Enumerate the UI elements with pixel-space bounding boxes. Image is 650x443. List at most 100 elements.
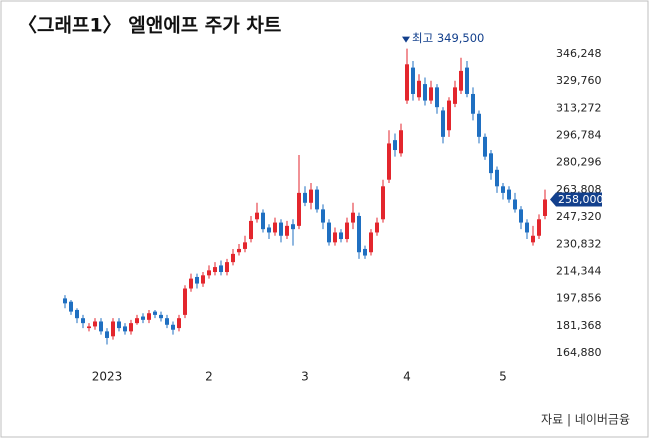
candle-body bbox=[201, 275, 205, 284]
x-tick-label: 2 bbox=[205, 370, 213, 384]
candle-body bbox=[405, 64, 409, 101]
candle-body bbox=[363, 248, 367, 256]
candle-body bbox=[429, 87, 433, 101]
candle-body bbox=[189, 278, 193, 289]
candle-body bbox=[129, 323, 133, 332]
candle-body bbox=[273, 222, 277, 233]
candle-body bbox=[501, 186, 505, 193]
candle-body bbox=[411, 67, 415, 94]
candle-body bbox=[63, 298, 67, 304]
x-tick-label: 3 bbox=[301, 370, 309, 384]
candle-body bbox=[345, 222, 349, 240]
y-tick-label: 181,368 bbox=[556, 319, 602, 332]
candle-body bbox=[453, 87, 457, 104]
candle-body bbox=[177, 318, 181, 329]
candle-body bbox=[327, 222, 331, 243]
candle-body bbox=[69, 301, 73, 312]
y-tick-label: 230,832 bbox=[556, 237, 602, 250]
candle-body bbox=[423, 84, 427, 101]
candle-body bbox=[141, 316, 145, 320]
y-tick-label: 313,272 bbox=[556, 101, 602, 114]
candle-body bbox=[237, 248, 241, 253]
candle-body bbox=[375, 222, 379, 233]
candle-body bbox=[297, 192, 301, 226]
candle-body bbox=[267, 227, 271, 233]
candle-body bbox=[81, 318, 85, 324]
peak-annotation: 최고 349,500 bbox=[412, 31, 484, 45]
candle-body bbox=[321, 209, 325, 223]
candle-body bbox=[231, 253, 235, 263]
chart-title: 〈그래프1〉 엘앤에프 주가 차트 bbox=[18, 14, 281, 37]
candle-body bbox=[333, 232, 337, 243]
candle-body bbox=[489, 153, 493, 174]
candle-body bbox=[219, 265, 223, 273]
y-tick-label: 247,320 bbox=[556, 210, 602, 223]
candle-body bbox=[471, 93, 475, 114]
candle-body bbox=[369, 232, 373, 253]
candle-body bbox=[513, 199, 517, 210]
candle-body bbox=[417, 80, 421, 98]
candle-body bbox=[279, 222, 283, 236]
candle-body bbox=[315, 189, 319, 210]
candle-body bbox=[159, 314, 163, 319]
candle-body bbox=[435, 87, 439, 108]
candle-body bbox=[519, 209, 523, 223]
x-tick-label: 2023 bbox=[92, 370, 123, 384]
peak-marker bbox=[402, 36, 410, 43]
candle-body bbox=[441, 110, 445, 137]
candle-body bbox=[339, 232, 343, 240]
candle-body bbox=[459, 70, 463, 91]
candle-body bbox=[213, 267, 217, 273]
candle-body bbox=[243, 242, 247, 249]
candle-body bbox=[483, 136, 487, 157]
candle-body bbox=[123, 326, 127, 332]
y-tick-label: 197,856 bbox=[556, 292, 602, 305]
candle-body bbox=[99, 321, 103, 332]
candle-body bbox=[135, 318, 139, 324]
candle-body bbox=[495, 169, 499, 187]
candle-body bbox=[447, 100, 451, 131]
candle-body bbox=[531, 235, 535, 243]
candle-body bbox=[183, 288, 187, 315]
y-tick-label: 346,248 bbox=[556, 47, 602, 60]
candle-body bbox=[303, 192, 307, 203]
candle-body bbox=[87, 326, 91, 329]
candle-body bbox=[75, 309, 79, 319]
candle-body bbox=[387, 143, 391, 180]
candle-body bbox=[93, 321, 97, 327]
candle-body bbox=[399, 130, 403, 154]
candle-body bbox=[207, 270, 211, 276]
current-tag bbox=[550, 192, 602, 207]
candle-body bbox=[477, 113, 481, 137]
candle-body bbox=[357, 215, 361, 253]
candle-body bbox=[225, 262, 229, 273]
candle-body bbox=[507, 189, 511, 200]
candle-body bbox=[111, 321, 115, 337]
candle-body bbox=[525, 222, 529, 233]
candle-body bbox=[393, 140, 397, 151]
candle-body bbox=[249, 220, 253, 240]
candle-body bbox=[147, 313, 151, 320]
x-tick-label: 5 bbox=[499, 370, 507, 384]
candle-body bbox=[381, 186, 385, 220]
y-tick-label: 164,880 bbox=[556, 346, 602, 359]
current-label: 258,000 bbox=[558, 193, 604, 206]
x-tick-label: 4 bbox=[403, 370, 411, 384]
y-tick-label: 329,760 bbox=[556, 74, 602, 87]
candle-body bbox=[351, 212, 355, 223]
y-tick-label: 296,784 bbox=[556, 129, 602, 142]
candle-body bbox=[543, 199, 547, 216]
y-tick-label: 280,296 bbox=[556, 156, 602, 169]
candle-body bbox=[291, 224, 295, 230]
candle-body bbox=[153, 311, 157, 315]
candle-body bbox=[105, 331, 109, 338]
candle-body bbox=[285, 225, 289, 236]
candle-body bbox=[255, 212, 259, 220]
candle-body bbox=[165, 318, 169, 325]
candle-body bbox=[261, 212, 265, 230]
y-tick-label: 214,344 bbox=[556, 264, 602, 277]
candle-body bbox=[537, 219, 541, 236]
source: 자료 | 네이버금융 bbox=[541, 413, 630, 427]
candle-body bbox=[309, 189, 313, 203]
